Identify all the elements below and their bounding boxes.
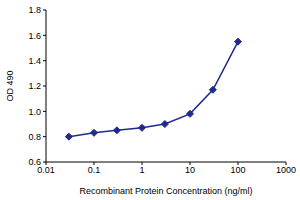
svg-text:OD 490: OD 490: [8, 70, 15, 101]
svg-text:0.8: 0.8: [28, 132, 41, 142]
svg-text:1000: 1000: [276, 165, 292, 175]
svg-text:0.6: 0.6: [28, 157, 41, 167]
svg-text:1: 1: [139, 165, 144, 175]
svg-text:100: 100: [230, 165, 245, 175]
svg-text:Recombinant Protein Concentrat: Recombinant Protein Concentration (ng/ml…: [79, 186, 252, 196]
svg-text:10: 10: [185, 165, 195, 175]
svg-text:0.1: 0.1: [88, 165, 101, 175]
svg-text:1.6: 1.6: [28, 31, 41, 41]
svg-text:1.0: 1.0: [28, 107, 41, 117]
svg-text:1.2: 1.2: [28, 81, 41, 91]
svg-text:1.8: 1.8: [28, 5, 41, 15]
svg-text:1.4: 1.4: [28, 56, 41, 66]
svg-text:0.01: 0.01: [37, 165, 55, 176]
